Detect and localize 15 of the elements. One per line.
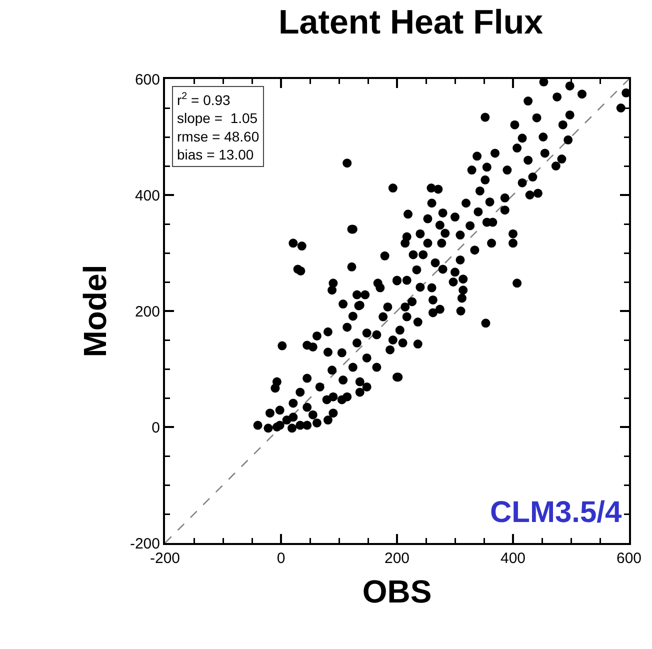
y-axis-title: Model — [76, 264, 113, 358]
y-tick-label: 600 — [134, 71, 160, 88]
annotation: CLM3.5/4 — [490, 496, 622, 529]
y-tick-label: -200 — [130, 535, 160, 552]
y-tick-label: 0 — [152, 419, 160, 436]
x-tick-label: 600 — [616, 550, 642, 567]
annotation: r$^{2}$ = 0.93 slope = 1.05 rmse = 48.60 bias = 13.00 — [177, 91, 260, 162]
x-axis-title: OBS — [362, 573, 432, 610]
x-tick-label: 400 — [500, 550, 526, 567]
y-tick-label: 400 — [134, 187, 160, 204]
x-tick-label: -200 — [150, 550, 180, 567]
x-tick-label: 0 — [276, 550, 286, 567]
chart-title: Latent Heat Flux — [278, 4, 544, 42]
x-tick-label: 200 — [384, 550, 410, 567]
y-tick-label: 200 — [134, 303, 160, 320]
